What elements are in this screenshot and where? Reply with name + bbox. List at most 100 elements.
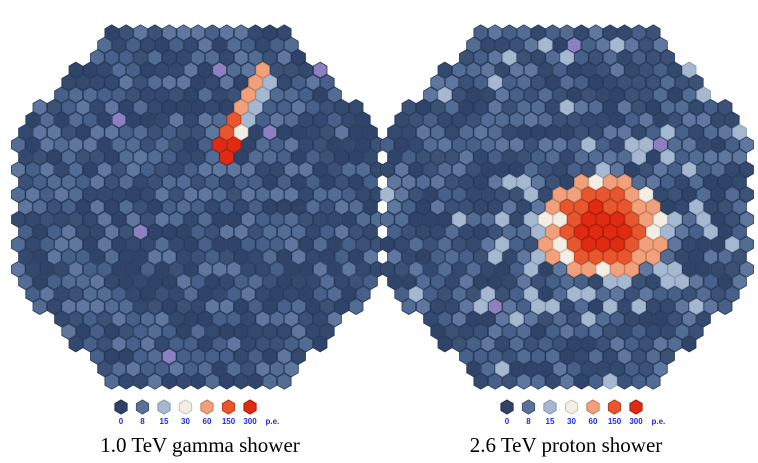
camera-pixel (531, 74, 546, 91)
camera-pixel (327, 260, 342, 278)
camera-pixel (363, 273, 378, 291)
camera-pixel (255, 235, 270, 253)
camera-pixel (595, 310, 611, 328)
camera-pixel (140, 335, 155, 353)
camera-pixel (473, 99, 489, 116)
camera-pixel (32, 198, 48, 216)
camera-pixel (631, 148, 647, 166)
camera-pixel (176, 74, 191, 91)
camera-pixel (190, 123, 206, 141)
camera-pixel (190, 372, 206, 390)
camera-pixel (696, 86, 711, 104)
camera-pixel (226, 86, 242, 104)
camera-pixel (574, 148, 589, 166)
camera-pixel (291, 348, 306, 365)
camera-pixel (703, 223, 718, 241)
camera-pixel (32, 173, 48, 191)
camera-pixel (559, 148, 575, 166)
camera-pixel (25, 136, 40, 154)
camera-pixel (176, 323, 191, 340)
camera-pixel (154, 61, 170, 79)
camera-pixel (509, 310, 524, 328)
camera-pixel (348, 148, 364, 166)
camera-pixel (531, 298, 546, 315)
camera-pixel (90, 74, 105, 91)
camera-pixel (169, 211, 184, 228)
camera-pixel (581, 211, 596, 228)
camera-pixel (380, 161, 395, 179)
camera-pixel (97, 186, 112, 203)
camera-pixel (291, 173, 306, 191)
camera-pixel (39, 186, 55, 203)
camera-pixel (147, 173, 163, 191)
camera-pixel (118, 24, 134, 42)
camera-pixel (531, 99, 546, 116)
camera-pixel (284, 235, 299, 253)
camera-pixel (502, 348, 517, 365)
camera-pixel (574, 198, 589, 216)
camera-pixel (90, 123, 105, 141)
camera-pixel (305, 248, 321, 266)
camera-pixel (154, 111, 170, 129)
camera-pixel (161, 173, 177, 191)
camera-pixel (197, 61, 213, 79)
camera-pixel (140, 186, 155, 203)
camera-pixel (595, 111, 611, 129)
camera-pixel (334, 99, 350, 116)
camera-pixel (298, 86, 314, 104)
camera-pixel (291, 198, 306, 216)
camera-pixel (487, 49, 503, 66)
camera-pixel (531, 348, 546, 365)
camera-pixel (269, 186, 285, 203)
camera-pixel (111, 260, 127, 278)
camera-pixel (90, 298, 105, 315)
camera-pixel (595, 211, 611, 228)
camera-pixel (32, 248, 48, 266)
camera-pixel (617, 298, 632, 315)
camera-pixel (183, 260, 199, 278)
camera-pixel (169, 186, 184, 203)
camera-pixel (509, 86, 524, 104)
camera-pixel (531, 24, 546, 42)
camera-pixel (610, 211, 625, 228)
camera-pixel (473, 148, 489, 166)
camera-pixel (581, 136, 596, 154)
camera-pixel (588, 74, 603, 91)
camera-pixel (559, 223, 575, 241)
camera-pixel (161, 99, 177, 116)
camera-pixel (480, 260, 496, 278)
camera-pixel (502, 273, 517, 291)
camera-pixel (190, 223, 206, 241)
camera-pixel (327, 86, 342, 104)
camera-pixel (348, 123, 364, 141)
camera-pixel (262, 99, 278, 116)
camera-pixel (487, 123, 503, 141)
camera-pixel (653, 285, 668, 303)
camera-pixel (241, 61, 256, 79)
camera-pixel (140, 260, 155, 278)
camera-pixel (255, 161, 270, 179)
camera-pixel (660, 298, 675, 315)
camera-pixel (82, 186, 98, 203)
camera-pixel (617, 99, 632, 116)
camera-pixel (487, 348, 503, 365)
camera-pixel (638, 161, 654, 179)
camera-pixel (133, 49, 148, 66)
camera-pixel (509, 335, 524, 353)
camera-pixel (248, 298, 263, 315)
camera-pixel (487, 24, 503, 42)
camera-pixel (104, 49, 119, 66)
camera-pixel (516, 298, 532, 315)
camera-pixel (183, 136, 199, 154)
camera-pixel (480, 111, 496, 129)
camera-pixel (566, 136, 582, 154)
camera-pixel (430, 74, 445, 91)
camera-pixel (11, 136, 26, 154)
camera-pixel (423, 285, 438, 303)
camera-pixel (502, 198, 517, 216)
camera-pixel (667, 136, 683, 154)
camera-pixel (667, 260, 683, 278)
camera-pixel (75, 173, 91, 191)
camera-pixel (545, 248, 560, 266)
camera-pixel (459, 123, 474, 141)
